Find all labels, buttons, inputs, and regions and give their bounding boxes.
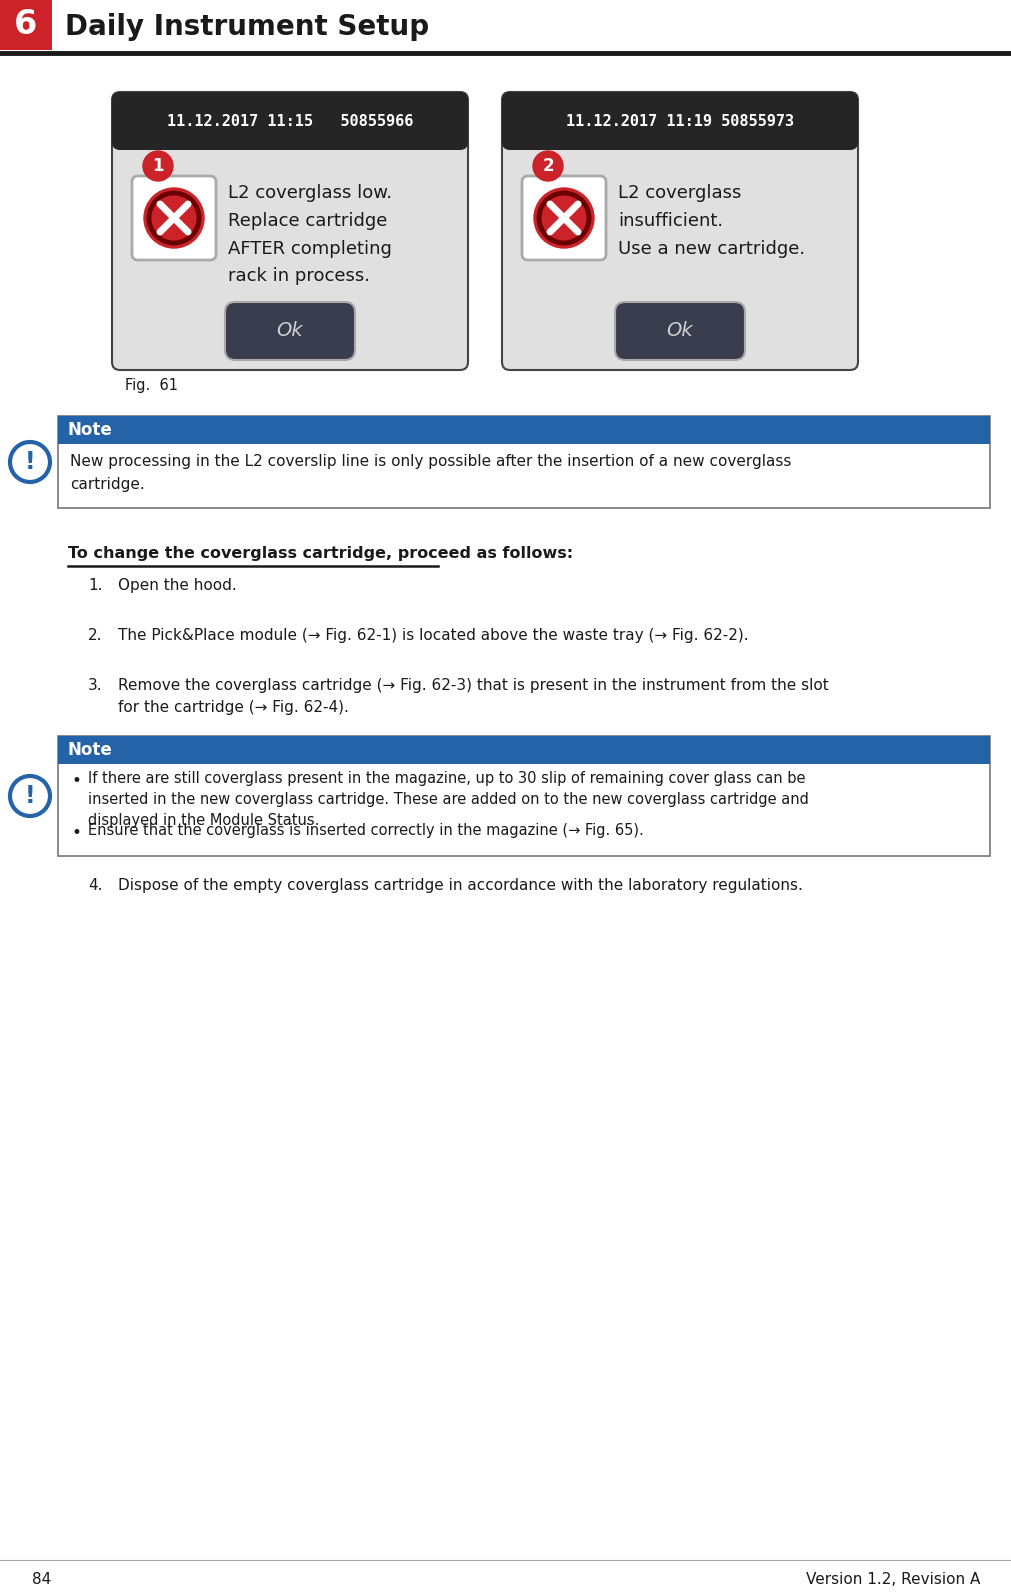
Text: L2 coverglass
insufficient.
Use a new cartridge.: L2 coverglass insufficient. Use a new ca…	[618, 183, 805, 258]
FancyBboxPatch shape	[58, 416, 989, 507]
FancyBboxPatch shape	[224, 301, 355, 360]
Text: If there are still coverglass present in the magazine, up to 30 slip of remainin: If there are still coverglass present in…	[88, 770, 808, 828]
Text: 4.: 4.	[88, 877, 102, 893]
Circle shape	[144, 188, 204, 247]
Text: •: •	[72, 825, 82, 842]
Text: Remove the coverglass cartridge (→ Fig. 62-3) that is present in the instrument : Remove the coverglass cartridge (→ Fig. …	[118, 678, 828, 715]
Text: Ok: Ok	[276, 322, 303, 340]
FancyBboxPatch shape	[58, 735, 989, 764]
FancyBboxPatch shape	[58, 416, 989, 443]
Circle shape	[534, 188, 593, 247]
Text: To change the coverglass cartridge, proceed as follows:: To change the coverglass cartridge, proc…	[68, 545, 572, 561]
FancyBboxPatch shape	[501, 93, 857, 150]
Circle shape	[10, 777, 50, 817]
FancyBboxPatch shape	[615, 301, 744, 360]
Text: •: •	[72, 772, 82, 790]
FancyBboxPatch shape	[112, 93, 467, 370]
Text: !: !	[24, 785, 35, 809]
Text: Ensure that the coverglass is inserted correctly in the magazine (→ Fig. 65).: Ensure that the coverglass is inserted c…	[88, 823, 643, 837]
Text: The Pick&Place module (→ Fig. 62-1) is located above the waste tray (→ Fig. 62-2: The Pick&Place module (→ Fig. 62-1) is l…	[118, 628, 748, 643]
FancyBboxPatch shape	[0, 0, 52, 49]
Text: Note: Note	[68, 742, 112, 759]
Text: L2 coverglass low.
Replace cartridge
AFTER completing
rack in process.: L2 coverglass low. Replace cartridge AFT…	[227, 183, 391, 286]
Text: 2: 2	[542, 156, 553, 175]
FancyBboxPatch shape	[112, 93, 467, 150]
Text: 84: 84	[32, 1573, 52, 1587]
Text: 1.: 1.	[88, 577, 102, 593]
Text: New processing in the L2 coverslip line is only possible after the insertion of : New processing in the L2 coverslip line …	[70, 455, 791, 491]
Text: Version 1.2, Revision A: Version 1.2, Revision A	[805, 1573, 979, 1587]
Text: 1: 1	[152, 156, 164, 175]
Text: 3.: 3.	[88, 678, 102, 692]
Text: 11.12.2017 11:19 50855973: 11.12.2017 11:19 50855973	[565, 113, 794, 129]
Text: Open the hood.: Open the hood.	[118, 577, 237, 593]
Text: Fig.  61: Fig. 61	[125, 378, 178, 392]
Circle shape	[10, 442, 50, 482]
Text: 2.: 2.	[88, 628, 102, 643]
Circle shape	[143, 152, 173, 180]
Text: 11.12.2017 11:15   50855966: 11.12.2017 11:15 50855966	[167, 113, 412, 129]
FancyBboxPatch shape	[522, 175, 606, 260]
Text: Note: Note	[68, 421, 112, 439]
Text: !: !	[24, 450, 35, 474]
FancyBboxPatch shape	[501, 93, 857, 370]
Text: 6: 6	[14, 8, 37, 41]
Text: Ok: Ok	[666, 322, 693, 340]
FancyBboxPatch shape	[510, 121, 849, 144]
Text: Dispose of the empty coverglass cartridge in accordance with the laboratory regu: Dispose of the empty coverglass cartridg…	[118, 877, 802, 893]
FancyBboxPatch shape	[58, 735, 989, 857]
Circle shape	[533, 152, 562, 180]
Text: Daily Instrument Setup: Daily Instrument Setup	[65, 13, 429, 41]
FancyBboxPatch shape	[120, 121, 460, 144]
FancyBboxPatch shape	[131, 175, 215, 260]
